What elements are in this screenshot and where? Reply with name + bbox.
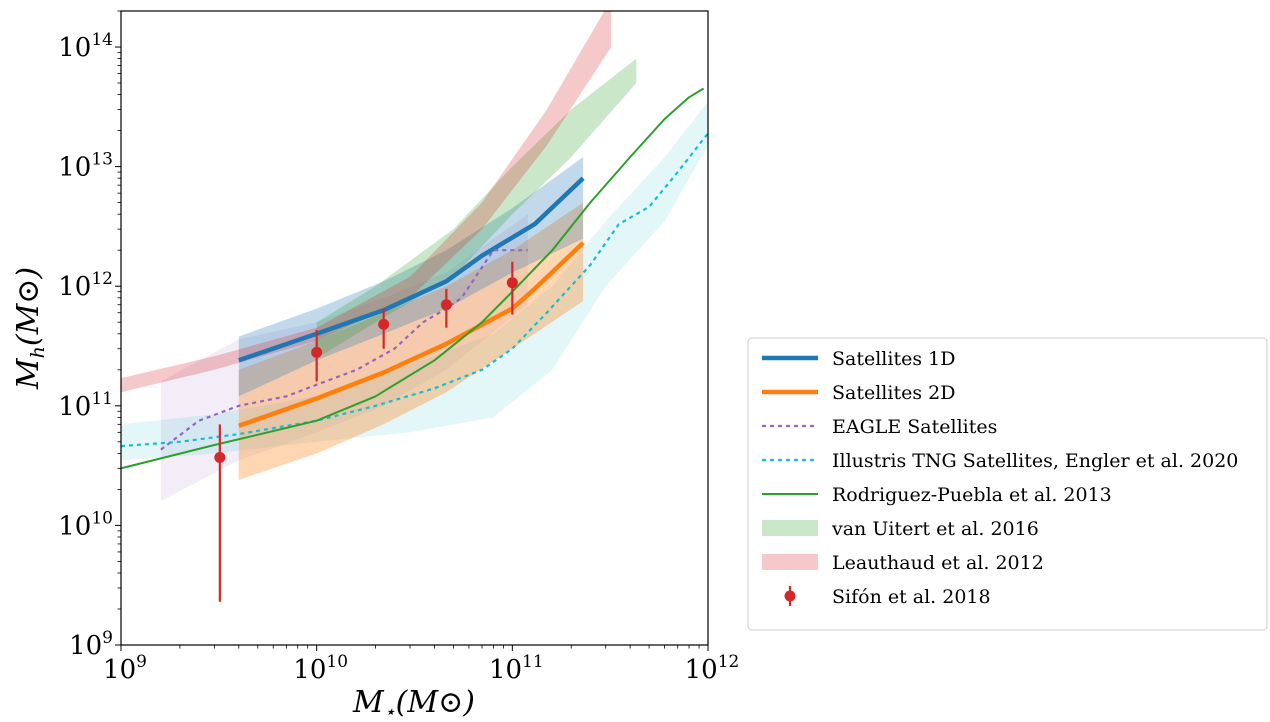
y-tick-label: 1011	[58, 389, 113, 422]
data-point	[378, 318, 390, 330]
sifon-point-3	[378, 308, 390, 349]
data-point	[440, 299, 452, 311]
legend-item-satellites-2d: Satellites 2D	[762, 382, 955, 404]
eagle-satellites-line	[160, 249, 528, 451]
x-tick-label: 1012	[685, 652, 740, 685]
legend-item-leauthaud-et-al-2012: Leauthaud et al. 2012	[762, 552, 1044, 574]
x-tick-label: 1011	[489, 652, 544, 685]
legend-label: Illustris TNG Satellites, Engler et al. …	[832, 450, 1238, 472]
y-tick-label: 1013	[58, 150, 113, 183]
legend-label: Leauthaud et al. 2012	[832, 552, 1044, 574]
sifon-point-1	[214, 424, 226, 602]
data-point	[214, 451, 226, 463]
legend-item-van-uitert-et-al-2016: van Uitert et al. 2016	[762, 518, 1039, 540]
legend-swatch-point	[784, 590, 796, 602]
sifon-point-2	[311, 330, 323, 382]
y-tick-label: 1014	[58, 30, 113, 63]
legend-label: van Uitert et al. 2016	[831, 518, 1039, 540]
x-tick-label: 109	[103, 652, 147, 685]
legend-label: Sifón et al. 2018	[832, 586, 991, 608]
satellites-1d-band-band	[238, 157, 584, 397]
legend-item-illustris-tng-satellites-engler-et-al-2020: Illustris TNG Satellites, Engler et al. …	[762, 450, 1238, 472]
y-tick-label: 109	[69, 628, 113, 661]
illustris-tng-satellites-engler-et-al-2020-line	[121, 132, 708, 448]
legend-label: Satellites 1D	[832, 348, 955, 370]
legend-swatch	[762, 554, 818, 570]
legend-item-satellites-1d: Satellites 1D	[762, 348, 955, 370]
legend-item-eagle-satellites: EAGLE Satellites	[762, 416, 997, 438]
legend-swatch	[762, 520, 818, 536]
legend-item-sif-n-et-al-2018: Sifón et al. 2018	[784, 586, 991, 608]
points-layer	[214, 261, 518, 602]
ticks-layer: 109 1010 1011 1012 109 1010 1011 1012 1013 1014	[58, 10, 740, 685]
satellites-2d-band-band	[238, 202, 584, 480]
legend-label: EAGLE Satellites	[832, 416, 997, 438]
data-point	[311, 346, 323, 358]
satellites-2d-line	[238, 241, 585, 428]
y-tick-label: 1010	[58, 508, 113, 541]
legend-label: Rodriguez-Puebla et al. 2013	[832, 484, 1112, 506]
sifon-point-5	[506, 261, 518, 315]
y-axis-title: Mh(M⊙)	[11, 267, 49, 390]
x-axis-title: M⋆(M⊙)	[352, 685, 475, 722]
illustris-tng-satellites-band-band	[121, 101, 708, 461]
bands-layer	[121, 11, 708, 501]
legend-item-rodriguez-puebla-et-al-2013: Rodriguez-Puebla et al. 2013	[762, 484, 1112, 506]
legend-box	[747, 337, 1268, 631]
plot-frame	[120, 10, 709, 646]
van-uitert-et-al-2016-band	[316, 58, 637, 359]
data-point	[506, 277, 518, 289]
legend-label: Satellites 2D	[832, 382, 955, 404]
legend: Satellites 1D Satellites 2D EAGLE Satellit…	[747, 337, 1268, 631]
x-tick-label: 1010	[293, 652, 348, 685]
y-tick-label: 1012	[58, 269, 113, 302]
sifon-point-4	[440, 288, 452, 328]
